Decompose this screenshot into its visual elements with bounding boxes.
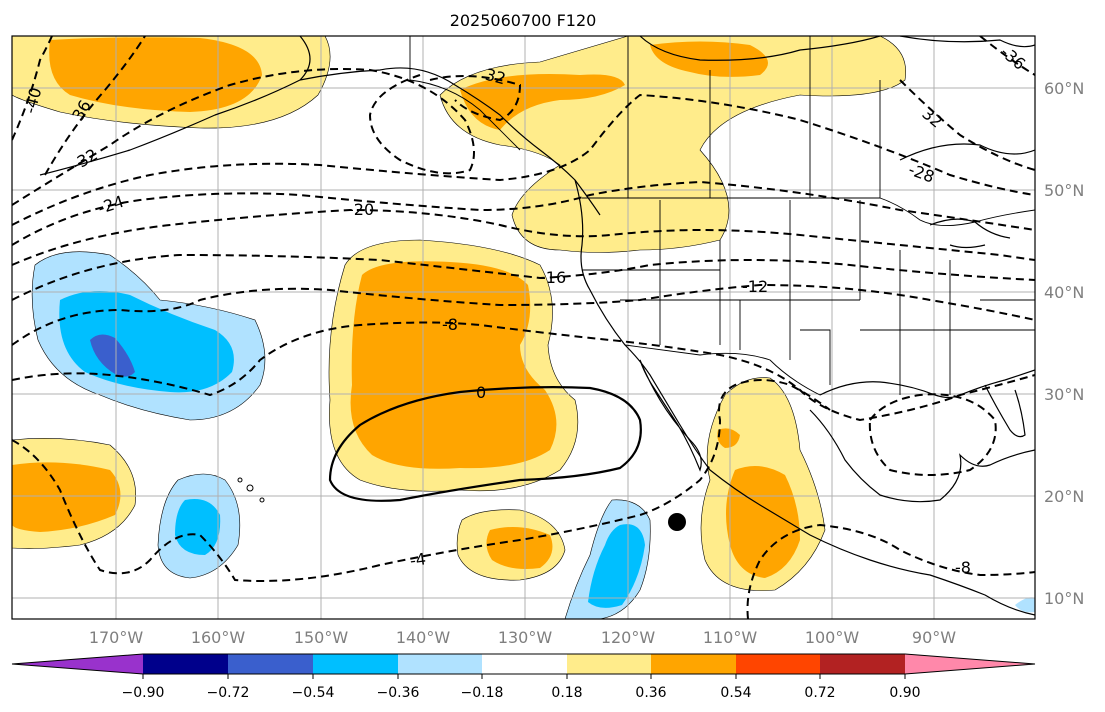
colorbar-label-9: 0.72 (804, 685, 835, 701)
colorbar-label-5: −0.18 (461, 685, 504, 701)
baja-california (639, 359, 702, 472)
colorbar-segment-1 (143, 654, 228, 674)
colorbar-label-7: 0.36 (635, 685, 666, 701)
map-title: 2025060700 F120 (450, 11, 597, 30)
coastlines (39, 36, 1035, 616)
longitude-tick-labels: 170°W 160°W 150°W 140°W 130°W 120°W 110°… (89, 628, 956, 647)
north-america-west-coast (574, 179, 1035, 616)
contour-label-m4: -4 (409, 549, 427, 570)
contour-label-m12: -12 (742, 277, 768, 296)
colorbar-label-4: −0.36 (377, 685, 420, 701)
lat-tick-4: 30°N (1044, 385, 1084, 404)
colorbar-label-10: 0.90 (889, 685, 920, 701)
contour-label-m20: -20 (348, 200, 374, 219)
lat-tick-2: 50°N (1044, 181, 1084, 200)
mexico-gulf-coast (809, 409, 1035, 503)
colorbar-label-2: −0.72 (207, 685, 250, 701)
lon-tick-2: 160°W (191, 628, 246, 647)
colorbar-label-1: −0.90 (122, 685, 165, 701)
us-gulf-coast (819, 369, 1035, 399)
colorbar-segment-5 (482, 654, 567, 674)
negative-core-east-pacific (588, 524, 645, 608)
alaska-coast (39, 36, 601, 216)
map-frame (11, 35, 1036, 620)
lat-tick-5: 20°N (1044, 487, 1084, 506)
lat-tick-3: 40°N (1044, 283, 1084, 302)
colorbar-label-6: 0.18 (551, 685, 582, 701)
contour-m20 (12, 208, 1035, 266)
contour-label-m8-south: -8 (955, 558, 971, 577)
contour-label-m16: -16 (540, 268, 566, 287)
hudson-bay (899, 143, 1035, 161)
lon-tick-4: 140°W (396, 628, 451, 647)
us-states-grid (582, 200, 1035, 395)
colorbar-label-8: 0.54 (720, 685, 751, 701)
lon-tick-8: 100°W (805, 628, 860, 647)
contour-m4 (12, 379, 997, 582)
hawaii-island-2 (259, 497, 265, 503)
lon-tick-1: 170°W (89, 628, 144, 647)
negative-core-central-pacific (59, 291, 234, 393)
canadian-provinces (627, 36, 881, 198)
positive-core-subtropical (350, 261, 557, 469)
positive-core-gulf (717, 428, 740, 448)
colorbar-segment-3 (313, 654, 398, 674)
colorbar-extend-low (12, 654, 143, 674)
contour-m36-west (44, 36, 146, 176)
hawaii-islands (246, 484, 254, 492)
contour-label-m8: -8 (442, 315, 458, 334)
contour-m16 (12, 253, 1035, 301)
us-canada-border (582, 197, 1035, 226)
lon-tick-5: 130°W (498, 628, 553, 647)
contour-label-32-alaska: 32 (483, 65, 508, 89)
contours (12, 36, 1035, 619)
latitude-tick-labels: 60°N 50°N 40°N 30°N 20°N 10°N (1044, 79, 1084, 608)
colorbar-segment-7 (651, 654, 736, 674)
colorbar-extend-high (905, 654, 1035, 674)
lon-tick-3: 150°W (294, 628, 349, 647)
negative-core-hawaii (175, 499, 221, 555)
contour-m40 (12, 36, 53, 141)
contour-label-zero: 0 (476, 383, 486, 402)
negative-spot-gulf-of-mexico (1015, 597, 1035, 613)
lon-tick-7: 110°W (703, 628, 758, 647)
lon-tick-6: 120°W (601, 628, 656, 647)
hawaii-island-3 (237, 477, 243, 483)
colorbar-segment-6 (567, 654, 651, 674)
political-borders (409, 36, 1035, 396)
contour-m8-south (746, 523, 1035, 619)
negative-peak-central-pacific (90, 334, 135, 377)
contour-m32-east (899, 79, 1035, 171)
colorbar-segment-9 (820, 654, 905, 674)
us-mexico-border (624, 344, 821, 396)
lon-tick-9: 90°W (912, 628, 956, 647)
florida (984, 384, 1026, 438)
colorbar-segment-8 (736, 654, 820, 674)
black-dot-marker (668, 513, 686, 531)
arctic-coast (639, 36, 1035, 61)
contour-m32-alaska (429, 75, 522, 122)
lat-tick-1: 60°N (1044, 79, 1084, 98)
colorbar-segment-4 (398, 654, 482, 674)
lat-tick-6: 10°N (1044, 589, 1084, 608)
contour-m36-east (979, 36, 1035, 76)
positive-core-mexico (726, 466, 800, 578)
alaska-canada-border (409, 36, 521, 151)
colorbar: −0.90 −0.72 −0.54 −0.36 −0.18 0.18 0.36 … (11, 653, 1036, 701)
contour-m24 (12, 180, 1035, 246)
positive-core-west (12, 462, 121, 532)
positive-core-canada (650, 41, 768, 77)
colorbar-ticks (142, 674, 906, 679)
colorbar-label-3: −0.54 (292, 685, 335, 701)
contour-m12 (12, 283, 1035, 346)
contour-m32-west (12, 68, 475, 206)
contour-m28 (12, 93, 1035, 226)
colorbar-segment-2 (228, 654, 313, 674)
positive-core-south (486, 526, 553, 569)
contour-m8 (12, 321, 1035, 422)
graticule (12, 36, 1035, 619)
contour-zero (328, 386, 642, 502)
